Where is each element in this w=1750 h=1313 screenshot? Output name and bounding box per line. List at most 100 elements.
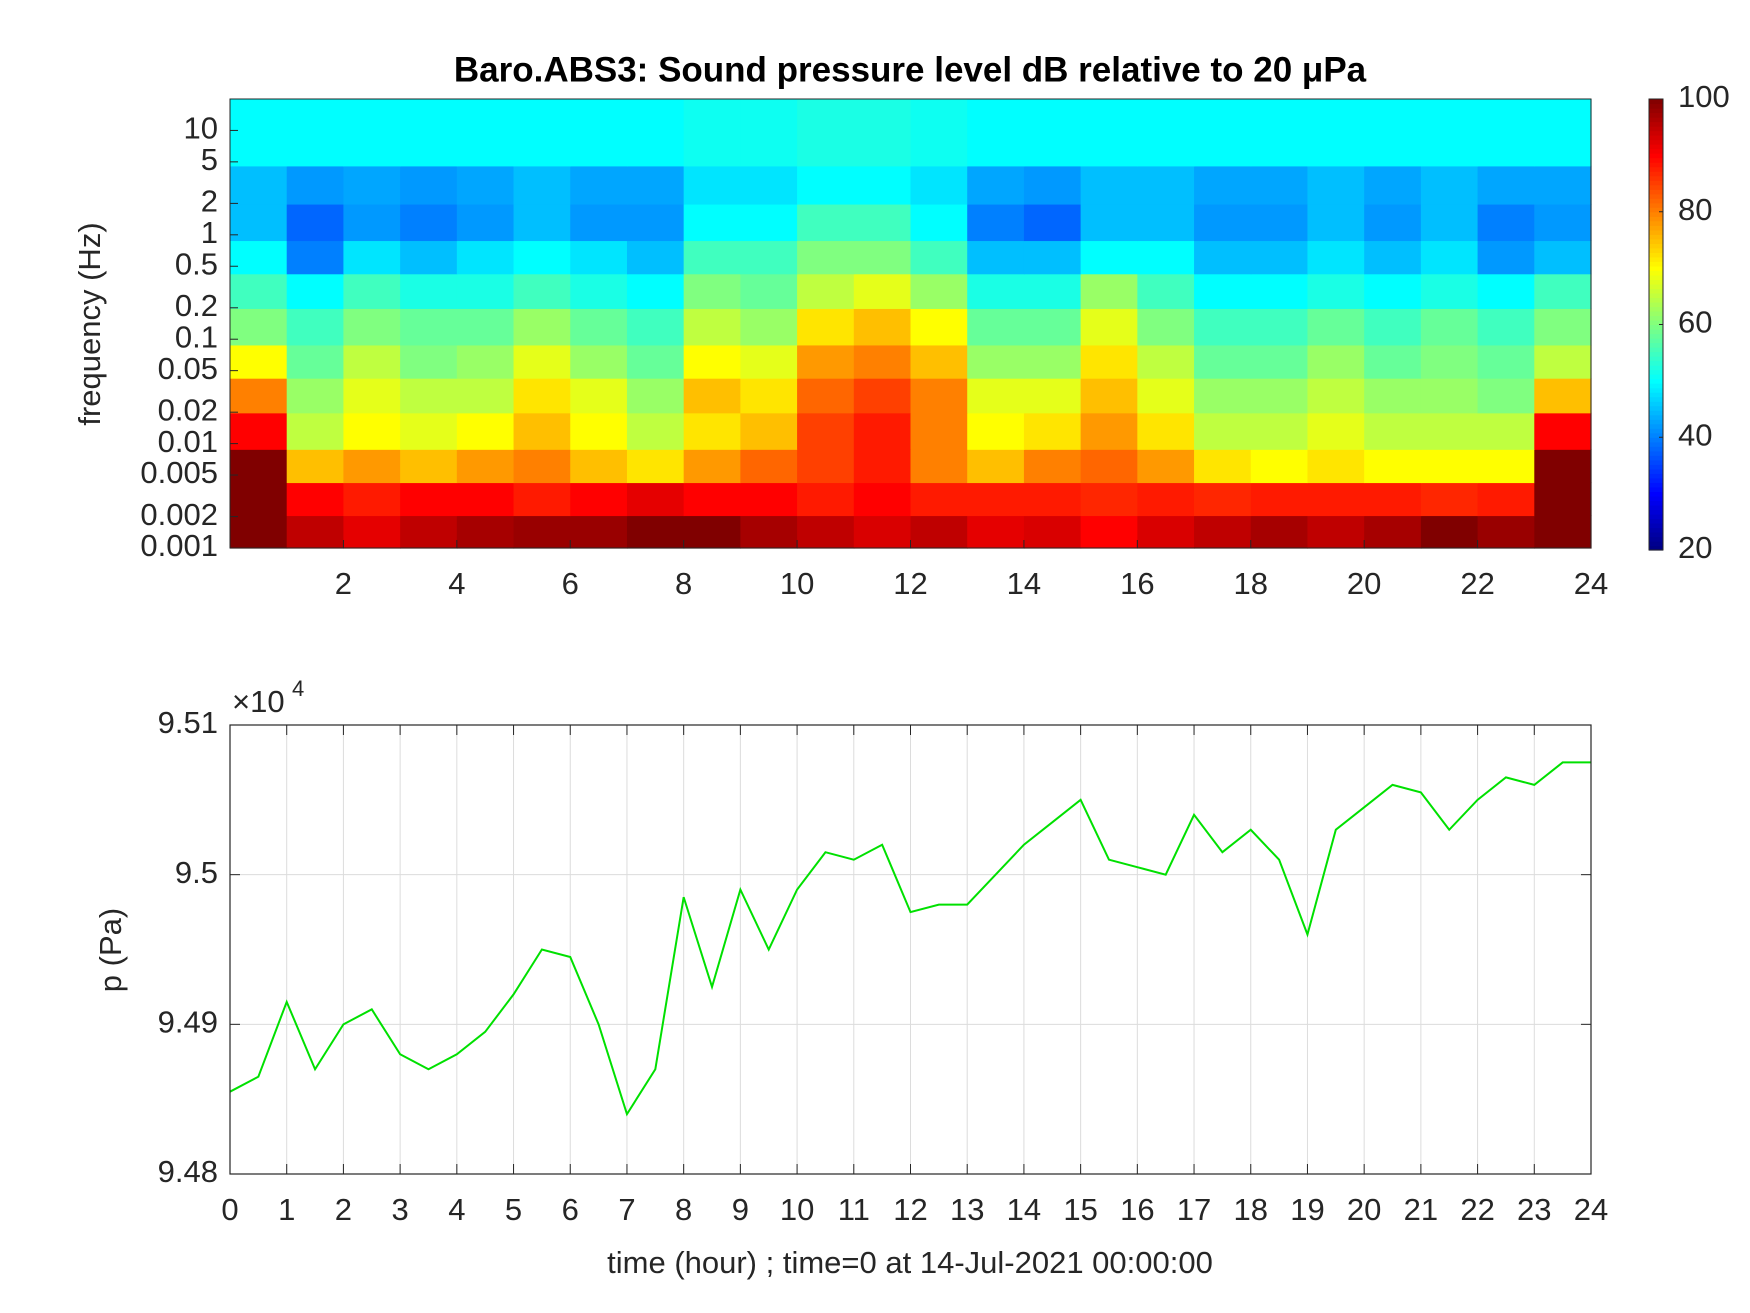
heat-cell	[683, 482, 741, 517]
x-tick-label: 2	[335, 566, 352, 601]
colorbar-tick-label: 40	[1678, 417, 1712, 452]
colorbar-segment	[1649, 99, 1663, 105]
y-multiplier: ×10	[232, 684, 285, 719]
heat-cell	[230, 482, 288, 517]
colorbar-segment	[1649, 211, 1663, 217]
heat-cell	[910, 449, 968, 484]
heat-cell	[1194, 412, 1252, 450]
heat-cell	[1137, 308, 1195, 346]
colorbar-segment	[1649, 247, 1663, 253]
colorbar-segment	[1649, 166, 1663, 172]
heat-cell	[910, 378, 968, 414]
colorbar-segment	[1649, 446, 1663, 452]
heat-cell	[513, 308, 571, 346]
x-tick-label: 6	[562, 566, 579, 601]
heat-cell	[967, 165, 1025, 205]
heat-cell	[740, 482, 798, 517]
x-tick-label: 8	[675, 566, 692, 601]
colorbar-segment	[1649, 536, 1663, 542]
heat-cell	[797, 515, 855, 549]
heat-cell	[1364, 240, 1422, 275]
x-tick-label: 21	[1404, 1192, 1438, 1227]
heat-cell	[853, 449, 912, 484]
heat-cell	[1477, 412, 1535, 450]
heat-cell	[1534, 165, 1592, 205]
heat-cell	[683, 378, 741, 414]
heat-cell	[910, 240, 968, 275]
heat-cell	[1364, 308, 1422, 346]
heat-cell	[1023, 412, 1082, 450]
heat-cell	[1194, 273, 1252, 309]
colorbar-segment	[1649, 432, 1663, 438]
heat-cell	[513, 412, 571, 450]
heat-cell	[1307, 344, 1365, 379]
heat-cell	[1477, 165, 1535, 205]
colorbar-segment	[1649, 491, 1663, 497]
x-tick-label: 19	[1290, 1192, 1324, 1227]
heat-cell	[853, 482, 912, 517]
heat-cell	[853, 344, 912, 379]
heat-cell	[400, 449, 458, 484]
heat-cell	[513, 203, 571, 242]
colorbar-segment	[1649, 279, 1663, 285]
heat-cell	[570, 203, 628, 242]
y-tick-label: 0.001	[140, 528, 218, 563]
heat-cell	[967, 308, 1025, 346]
heat-cell	[1250, 99, 1309, 167]
x-tick-label: 12	[893, 1192, 927, 1227]
heat-cell	[1080, 449, 1138, 484]
heat-cell	[513, 273, 571, 309]
heat-cell	[1137, 240, 1195, 275]
heat-cell	[1307, 203, 1365, 242]
colorbar-segment	[1649, 333, 1663, 339]
heat-cell	[910, 165, 968, 205]
colorbar-segment	[1649, 500, 1663, 506]
heat-cell	[740, 273, 798, 309]
colorbar-segment	[1649, 495, 1663, 501]
heat-cell	[740, 449, 798, 484]
heat-cell	[1023, 203, 1082, 242]
colorbar-segment	[1649, 274, 1663, 280]
heat-cell	[400, 515, 458, 549]
y-tick-label: 0.02	[158, 392, 218, 427]
heat-cell	[967, 515, 1025, 549]
x-tick-label: 13	[950, 1192, 984, 1227]
heat-cell	[1194, 99, 1252, 167]
heat-cell	[286, 99, 345, 167]
colorbar-segment	[1649, 414, 1663, 420]
y-axis-label: p (Pa)	[93, 908, 128, 992]
heat-cell	[1250, 344, 1309, 379]
heat-cell	[1364, 99, 1422, 167]
colorbar-segment	[1649, 342, 1663, 348]
heat-cell	[456, 203, 515, 242]
heat-cell	[570, 344, 628, 379]
heat-cell	[456, 412, 515, 450]
colorbar-segment	[1649, 338, 1663, 344]
colorbar-segment	[1649, 459, 1663, 465]
y-tick-label: 0.5	[175, 246, 218, 281]
heat-cell	[1080, 240, 1138, 275]
heat-cell	[1023, 308, 1082, 346]
colorbar-segment	[1649, 410, 1663, 416]
colorbar-segment	[1649, 139, 1663, 145]
heat-cell	[910, 412, 968, 450]
heat-cell	[1364, 344, 1422, 379]
x-tick-label: 16	[1120, 1192, 1154, 1227]
colorbar-segment	[1649, 283, 1663, 290]
colorbar-segment	[1649, 522, 1663, 529]
x-tick-label: 8	[675, 1192, 692, 1227]
colorbar-segment	[1649, 347, 1663, 353]
heat-cell	[343, 449, 401, 484]
heat-cell	[1534, 99, 1592, 167]
colorbar-segment	[1649, 437, 1663, 443]
colorbar-segment	[1649, 270, 1663, 276]
heat-cell	[910, 515, 968, 549]
heat-cell	[230, 378, 288, 414]
heat-cell	[683, 273, 741, 309]
colorbar-segment	[1649, 184, 1663, 190]
colorbar-segment	[1649, 207, 1663, 213]
heat-cell	[853, 203, 912, 242]
colorbar-segment	[1649, 509, 1663, 515]
heat-cell	[967, 449, 1025, 484]
colorbar-segment	[1649, 193, 1663, 199]
